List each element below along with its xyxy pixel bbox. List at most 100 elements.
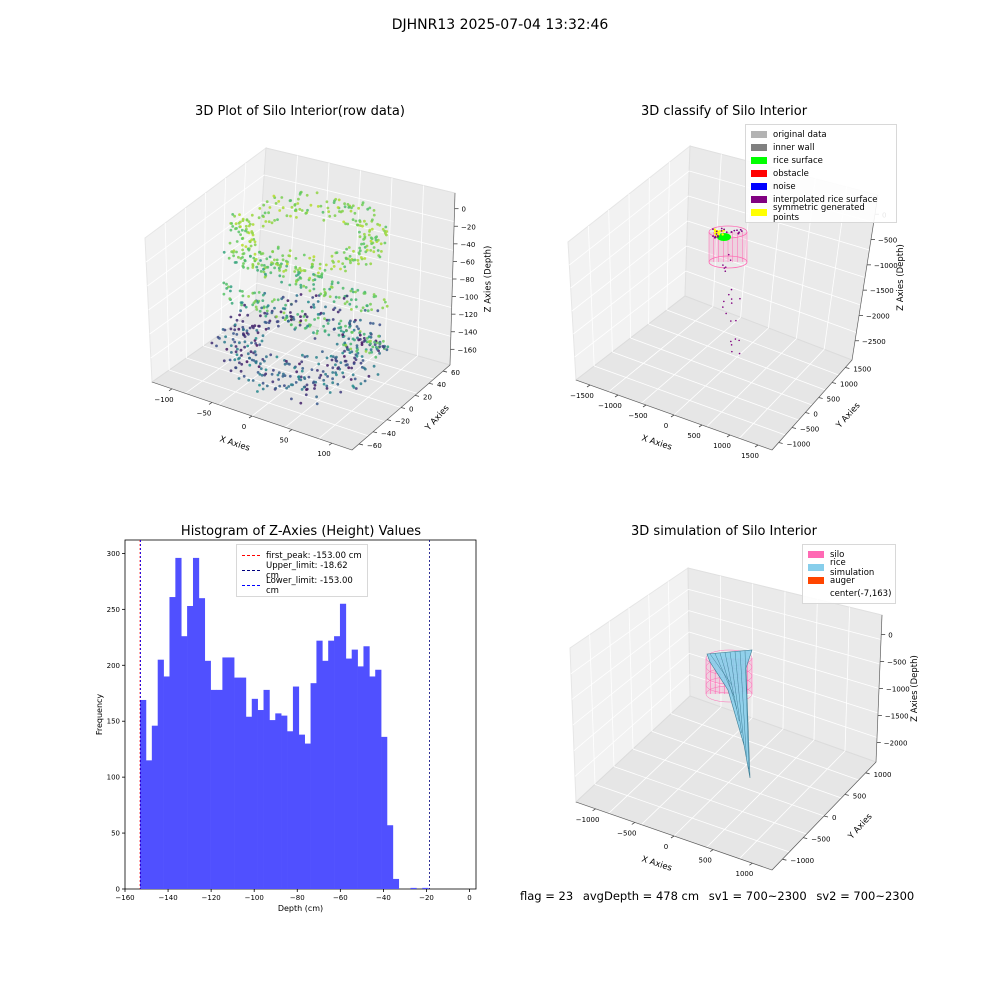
p1-data-point bbox=[359, 361, 363, 365]
p1-data-point bbox=[298, 266, 302, 270]
hist-bar bbox=[328, 640, 335, 889]
p1-data-point bbox=[349, 342, 353, 346]
p1-data-point bbox=[355, 305, 358, 309]
p1-data-point bbox=[300, 388, 304, 391]
p1-data-point bbox=[349, 261, 352, 265]
p1-data-point bbox=[232, 254, 236, 258]
p1-data-point bbox=[347, 206, 351, 209]
p1-data-point bbox=[382, 298, 386, 301]
p1-data-point bbox=[318, 267, 322, 270]
legend-swatch bbox=[808, 564, 824, 571]
hist-bar bbox=[357, 666, 364, 889]
p1-data-point bbox=[294, 381, 298, 384]
p1-data-point bbox=[342, 330, 346, 334]
legend-swatch bbox=[751, 131, 767, 138]
p1-data-point bbox=[356, 223, 360, 227]
p1-data-point bbox=[266, 265, 270, 269]
p1-data-point bbox=[256, 390, 259, 393]
p1-data-point bbox=[370, 308, 373, 311]
p1-data-point bbox=[361, 203, 364, 207]
p1-data-point bbox=[313, 337, 317, 340]
p1-data-point bbox=[281, 307, 285, 310]
p1-data-point bbox=[310, 262, 314, 266]
p1-data-point bbox=[369, 249, 373, 252]
p1-data-point bbox=[360, 355, 364, 358]
hist-y-tick-label: 0 bbox=[116, 886, 120, 894]
p1-data-point bbox=[274, 386, 278, 390]
p1-data-point bbox=[270, 300, 274, 303]
p2-y-tick bbox=[818, 397, 823, 399]
p1-data-point bbox=[243, 340, 247, 344]
p4-rice-mesh-line bbox=[744, 650, 749, 770]
p1-data-point bbox=[267, 220, 271, 223]
p1-data-point bbox=[276, 298, 280, 302]
p1-data-point bbox=[265, 312, 269, 316]
p1-data-point bbox=[311, 296, 315, 299]
hist-bar bbox=[287, 731, 294, 889]
p1-data-point bbox=[327, 210, 331, 213]
p1-data-point bbox=[312, 283, 315, 286]
p4-y-tick-label: −500 bbox=[811, 836, 830, 844]
p1-data-point bbox=[324, 372, 327, 376]
p2-noise-point bbox=[725, 312, 727, 315]
p1-data-point bbox=[285, 262, 289, 266]
p1-x-tick bbox=[248, 415, 253, 419]
p1-data-point bbox=[248, 356, 252, 360]
p1-data-point bbox=[350, 298, 353, 302]
p2-x-tick-label: −1000 bbox=[598, 402, 622, 410]
p1-data-point bbox=[250, 238, 254, 242]
p1-data-point bbox=[270, 221, 274, 225]
p1-data-point bbox=[240, 354, 243, 357]
p1-data-point bbox=[233, 328, 237, 332]
hist-bar bbox=[363, 646, 370, 889]
p1-data-point bbox=[278, 274, 282, 278]
p1-data-point bbox=[358, 331, 362, 335]
p1-data-point bbox=[353, 338, 356, 342]
p1-data-point bbox=[257, 291, 261, 294]
p1-data-point bbox=[351, 218, 355, 221]
p1-data-point bbox=[278, 269, 281, 272]
p1-data-point bbox=[306, 324, 309, 328]
p1-data-point bbox=[235, 318, 239, 322]
p1-data-point bbox=[369, 262, 373, 266]
p2-x-tick bbox=[698, 424, 703, 428]
legend-label: rice simulation bbox=[830, 557, 875, 578]
p1-data-point bbox=[349, 209, 353, 213]
panel1-title: 3D Plot of Silo Interior(row data) bbox=[195, 104, 405, 119]
p1-data-point bbox=[296, 313, 300, 316]
p1-data-point bbox=[356, 259, 360, 262]
p1-data-point bbox=[330, 358, 334, 362]
p1-z-tick-label: −40 bbox=[461, 241, 476, 249]
p1-data-point bbox=[282, 311, 286, 315]
p1-data-point bbox=[337, 322, 341, 326]
p1-data-point bbox=[330, 286, 334, 289]
legend-label: first_peak: -153.00 cm bbox=[266, 550, 362, 561]
p1-data-point bbox=[302, 284, 306, 288]
legend-swatch bbox=[751, 170, 767, 177]
hist-bar bbox=[222, 657, 229, 889]
hist-bar bbox=[310, 683, 317, 889]
p1-data-point bbox=[252, 359, 256, 362]
p1-data-point bbox=[338, 308, 342, 312]
p2-noise-point bbox=[738, 339, 740, 342]
p1-data-point bbox=[245, 360, 249, 364]
p1-data-point bbox=[305, 383, 309, 387]
p1-point-cloud bbox=[210, 190, 390, 406]
legend-swatch bbox=[751, 196, 767, 203]
p1-data-point bbox=[264, 368, 268, 372]
p1-data-point bbox=[255, 308, 259, 311]
hist-bar bbox=[392, 878, 400, 889]
p1-data-point bbox=[373, 343, 377, 346]
legend-label: center(-7,163) bbox=[830, 588, 892, 599]
p1-data-point bbox=[241, 290, 244, 293]
status-footer: flag = 23 avgDepth = 478 cm sv1 = 700~23… bbox=[520, 889, 920, 903]
hist-bar bbox=[298, 734, 305, 889]
p2-x-tick bbox=[614, 394, 619, 398]
hist-y-tick-label: 50 bbox=[111, 830, 120, 838]
p1-data-point bbox=[223, 328, 227, 332]
p1-data-point bbox=[350, 308, 353, 311]
hist-bar bbox=[157, 659, 164, 889]
panel4-3d-plot: −1000 −500 0 500 1000 X Axies −1000 −500 0 500 100… bbox=[569, 567, 920, 878]
p1-data-point bbox=[251, 263, 255, 266]
p1-data-point bbox=[243, 345, 247, 349]
